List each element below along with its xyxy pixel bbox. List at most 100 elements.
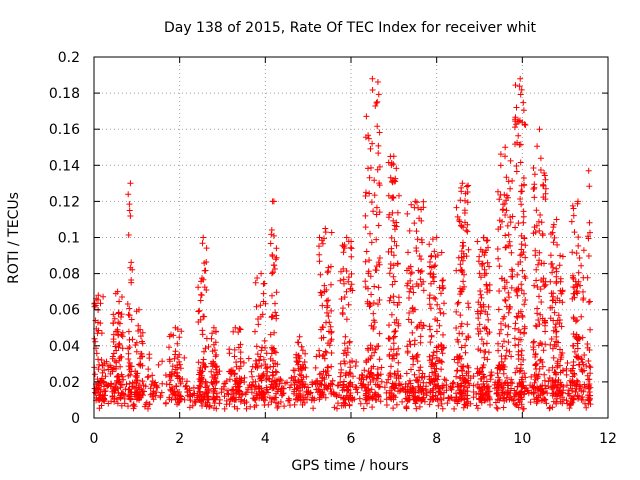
data-point [368,352,375,359]
data-point [427,339,434,346]
data-point [126,207,133,214]
data-point [280,390,287,397]
data-point [426,401,433,408]
data-point [532,350,539,357]
data-point [439,359,445,366]
data-point [417,276,424,283]
data-point [547,315,554,322]
data-point [519,314,526,320]
data-point [517,141,524,148]
data-point [571,294,578,301]
data-point [496,288,503,294]
data-point [391,238,398,245]
data-point [125,372,132,379]
data-point [208,368,215,375]
data-point [128,259,135,266]
data-point [127,396,133,403]
data-point [258,362,265,369]
data-point [418,268,425,274]
data-point [125,403,131,410]
data-point [110,320,117,327]
data-point [372,103,379,109]
data-point [521,330,528,337]
data-point [374,366,381,372]
data-point [360,405,367,412]
data-point [125,345,132,352]
data-point [585,299,592,306]
data-point [264,364,271,371]
data-point [481,354,488,361]
data-point [391,333,398,340]
data-point [501,285,508,292]
data-point [322,394,329,401]
data-point [115,309,122,316]
data-point [440,382,447,389]
data-point [507,242,514,249]
data-point [231,371,238,378]
data-point [432,253,439,260]
data-point [373,236,380,243]
data-point [538,260,545,267]
data-point [375,259,382,266]
data-point [557,379,564,386]
data-point [395,294,402,301]
data-point [586,363,593,370]
data-point [478,304,485,311]
data-point [420,204,427,211]
data-point [390,334,397,341]
data-point [570,212,577,219]
data-point [346,359,353,366]
data-point [390,340,397,347]
data-point [343,372,349,379]
data-point [572,389,579,395]
data-point [571,229,578,236]
data-point [512,116,519,123]
data-point [372,346,379,353]
data-point [98,395,105,402]
data-point [348,281,355,288]
data-point [520,382,527,389]
data-point [545,383,552,390]
data-point [486,393,493,400]
data-point [509,213,516,220]
data-point [404,388,410,395]
data-point [345,371,352,378]
data-point [505,231,512,238]
data-point [413,325,420,331]
data-point [391,355,398,362]
data-point [538,299,545,305]
data-point [554,358,561,365]
data-point [385,335,392,342]
data-point [406,288,413,295]
data-point [512,124,518,131]
data-point [270,198,277,205]
data-point [149,378,156,384]
data-point [353,359,360,365]
data-point [579,394,586,400]
data-point [341,245,348,252]
data-point [522,254,529,261]
grid-lines [94,57,608,418]
data-point [440,331,446,338]
data-point [328,389,335,395]
data-point [558,290,565,297]
data-point [462,349,469,356]
data-point [272,349,279,356]
data-point [113,365,119,372]
data-point [270,363,277,370]
data-point [497,151,504,158]
data-point [263,350,270,357]
data-point [116,355,123,362]
data-point [434,301,441,308]
data-point [110,350,117,357]
data-point [479,387,485,394]
data-point [541,396,548,403]
data-point [504,222,511,229]
data-point [385,159,392,166]
data-point [213,390,220,397]
data-point [313,353,320,360]
data-point [470,394,477,401]
data-point [558,390,565,397]
data-point [337,277,344,284]
data-point [324,368,331,374]
